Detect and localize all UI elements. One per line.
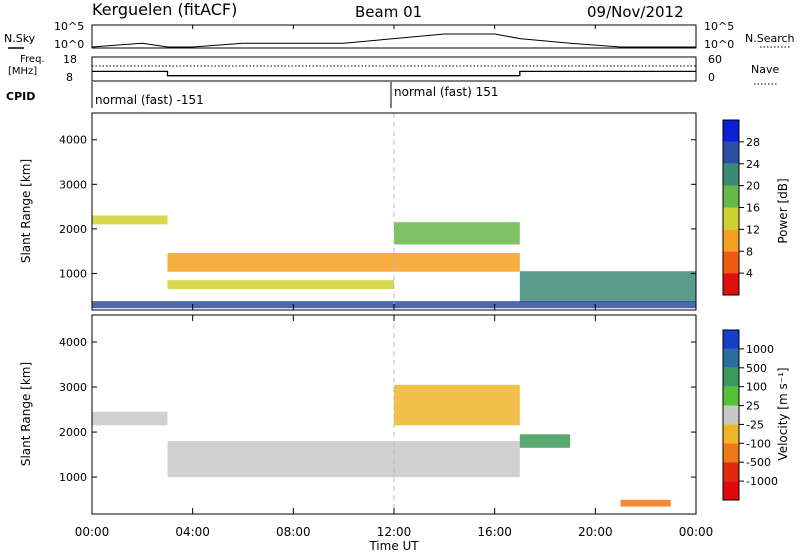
- colorbar-tick-label: 8: [746, 245, 753, 258]
- colorbar-tick-label: 500: [746, 362, 767, 375]
- nave-label: Nave: [751, 63, 779, 76]
- colorbar-tick-label: -100: [746, 437, 771, 450]
- y-tick-label: 3000: [59, 178, 87, 191]
- scatter-band: [167, 280, 394, 289]
- colorbar-tick-label: 100: [746, 381, 767, 394]
- velocity-panel: 1000 2000 3000 4000 Slant Range [km]: [19, 314, 697, 515]
- freq-panel: Freq. [MHz] 18 8 60 0 Nave: [8, 53, 779, 85]
- cpid-segment-1: normal (fast) -151: [95, 93, 204, 107]
- freq-label-2: [MHz]: [8, 66, 37, 77]
- power-colorbar-label: Power [dB]: [776, 178, 790, 243]
- y-tick-label: 4000: [59, 134, 87, 147]
- colorbar-swatch: [723, 405, 739, 425]
- colorbar-swatch: [723, 141, 739, 164]
- velocity-colorbar: 1000 500 100 25 -25 -100 -500 -1000: [722, 329, 778, 501]
- velocity-y-ticks: 1000 2000 3000 4000: [59, 336, 696, 484]
- colorbar-swatch: [723, 229, 739, 252]
- nsearch-label: N.Search: [745, 32, 795, 45]
- colorbar-swatch: [723, 185, 739, 208]
- scatter-band: [167, 253, 520, 272]
- x-tick-label: 12:00: [377, 525, 412, 539]
- colorbar-tick-label: -25: [746, 418, 764, 431]
- colorbar-tick-label: 24: [746, 158, 760, 171]
- power-data-layer: [92, 113, 696, 310]
- colorbar-tick-label: 16: [746, 202, 760, 215]
- freq-tick-top: 18: [63, 53, 77, 66]
- colorbar-swatch: [723, 348, 739, 368]
- velocity-colorbar-label: Velocity [m s⁻¹]: [776, 367, 790, 460]
- colorbar-frame: [722, 329, 740, 501]
- cpid-row: CPID normal (fast) -151 normal (fast) 15…: [6, 82, 498, 108]
- colorbar-tick-label: 20: [746, 180, 760, 193]
- nsky-label: N.Sky: [4, 32, 36, 45]
- scatter-band: [167, 441, 520, 478]
- freq-frame: [91, 56, 697, 82]
- power-y-ticks: 1000 2000 3000 4000: [59, 134, 696, 280]
- freq-label-1: Freq.: [20, 54, 45, 65]
- colorbar-swatch: [723, 386, 739, 406]
- y-tick-label: 2000: [59, 223, 87, 236]
- colorbar-tick-label: 1000: [746, 343, 774, 356]
- colorbar-swatch: [723, 367, 739, 387]
- power-colorbar: 28 24 20 16 12 8 4: [722, 119, 760, 296]
- scatter-band: [394, 384, 520, 426]
- header-beam: Beam 01: [355, 3, 422, 21]
- colorbar-swatch: [723, 462, 739, 482]
- velocity-ylabel: Slant Range [km]: [19, 362, 33, 466]
- x-tick-label: 00:00: [679, 525, 714, 539]
- velocity-data-layer: [92, 315, 671, 514]
- scatter-band: [394, 222, 520, 245]
- freq-tick-bottom: 8: [66, 71, 73, 84]
- colorbar-tick-label: 4: [746, 267, 753, 280]
- colorbar-swatch: [723, 424, 739, 444]
- nsky-panel: N.Sky 10^5 10^0 10^5 10^0 N.Search: [4, 20, 795, 51]
- scatter-band: [92, 411, 168, 426]
- y-tick-label: 1000: [59, 471, 87, 484]
- power-panel: 1000 2000 3000 4000 Slant Range [km]: [19, 112, 697, 311]
- colorbar-swatch: [723, 443, 739, 463]
- nsearch-tick-bottom: 10^0: [704, 38, 734, 51]
- y-tick-label: 4000: [59, 336, 87, 349]
- header-site: Kerguelen (fitACF): [92, 0, 237, 19]
- colorbar-swatch: [723, 163, 739, 186]
- nave-tick-top: 60: [708, 53, 722, 66]
- colorbar-swatch: [723, 251, 739, 274]
- x-tick-label: 20:00: [578, 525, 613, 539]
- nsky-series-line: [91, 33, 696, 48]
- nsearch-tick-top: 10^5: [704, 20, 734, 33]
- colorbar-tick-label: 25: [746, 400, 760, 413]
- colorbar-swatch: [723, 120, 739, 142]
- x-tick-label: 08:00: [276, 525, 311, 539]
- x-axis-label: Time UT: [368, 539, 419, 553]
- colorbar-tick-label: -1000: [746, 475, 778, 488]
- nsky-tick-bottom: 10^0: [54, 38, 84, 51]
- colorbar-swatch: [723, 207, 739, 230]
- y-tick-label: 2000: [59, 426, 87, 439]
- header-date: 09/Nov/2012: [587, 3, 684, 21]
- freq-series-line: [92, 70, 696, 77]
- colorbar-swatch: [723, 481, 739, 500]
- scatter-band: [620, 499, 671, 507]
- cpid-label: CPID: [6, 90, 35, 103]
- y-tick-label: 1000: [59, 267, 87, 280]
- nave-tick-bottom: 0: [708, 71, 715, 84]
- x-tick-label: 00:00: [75, 525, 110, 539]
- colorbar-tick-label: 28: [746, 136, 760, 149]
- scatter-band: [519, 271, 696, 303]
- colorbar-swatch: [723, 273, 739, 295]
- x-tick-label: 16:00: [477, 525, 512, 539]
- scatter-band: [519, 434, 571, 448]
- power-ylabel: Slant Range [km]: [19, 159, 33, 263]
- colorbar-swatch: [723, 330, 739, 349]
- nsky-tick-top: 10^5: [54, 20, 84, 33]
- y-tick-label: 3000: [59, 381, 87, 394]
- colorbar-tick-label: -500: [746, 456, 771, 469]
- x-axis: 00:00 04:00 08:00 12:00 16:00 20:00 00:00: [75, 25, 714, 539]
- colorbar-tick-label: 12: [746, 223, 760, 236]
- scatter-band: [92, 215, 168, 225]
- x-tick-label: 04:00: [175, 525, 210, 539]
- cpid-segment-2: normal (fast) 151: [394, 85, 498, 99]
